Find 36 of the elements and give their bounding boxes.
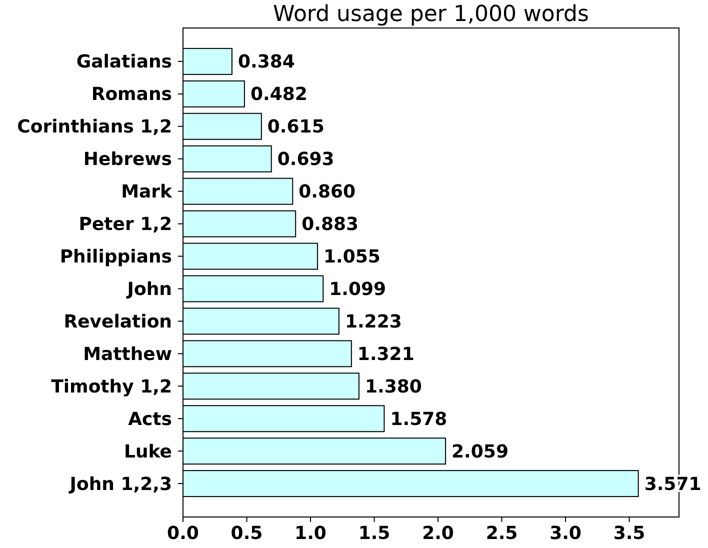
y-tick-label: Galatians <box>76 52 172 73</box>
chart-title: Word usage per 1,000 words <box>273 2 589 27</box>
data-label: 0.883 <box>302 214 359 236</box>
data-label: 1.578 <box>390 408 448 430</box>
x-tick-label: 2.0 <box>422 523 454 544</box>
y-tick-label: Romans <box>91 84 172 106</box>
x-tick-label: 0.5 <box>230 523 263 544</box>
y-tick-label: Revelation <box>64 312 172 333</box>
data-label: 1.321 <box>357 344 414 365</box>
y-tick-label: Luke <box>124 441 172 462</box>
data-label: 1.380 <box>364 376 422 398</box>
x-tick-label: 2.5 <box>486 523 518 544</box>
y-tick-label: Mark <box>121 182 174 203</box>
data-label: 1.055 <box>324 246 380 268</box>
data-label: 1.099 <box>329 279 386 300</box>
y-tick-label: Peter 1,2 <box>78 214 172 236</box>
data-label: 0.384 <box>238 52 295 73</box>
x-tick-label: 1.0 <box>294 523 326 544</box>
data-label: 2.059 <box>452 441 508 462</box>
data-label: 0.482 <box>250 84 308 106</box>
x-tick-label: 3.0 <box>550 523 582 544</box>
y-tick-label: Corinthians 1,2 <box>17 116 172 138</box>
y-tick-label: Matthew <box>83 344 172 365</box>
x-tick-label: 0.0 <box>167 523 199 544</box>
y-tick-label: Acts <box>128 408 172 430</box>
y-tick-label: John <box>125 279 172 300</box>
y-tick-label: Hebrews <box>83 149 172 170</box>
y-tick-label: Philippians <box>60 246 172 268</box>
data-label: 1.223 <box>344 312 402 333</box>
data-label: 0.615 <box>267 116 324 138</box>
x-tick-label: 3.5 <box>613 523 646 544</box>
x-tick-label: 1.5 <box>358 523 390 544</box>
data-label: 0.860 <box>298 182 356 203</box>
y-tick-label: Timothy 1,2 <box>51 376 172 398</box>
y-tick-label: John 1,2,3 <box>68 474 172 495</box>
data-label: 0.693 <box>277 149 334 170</box>
